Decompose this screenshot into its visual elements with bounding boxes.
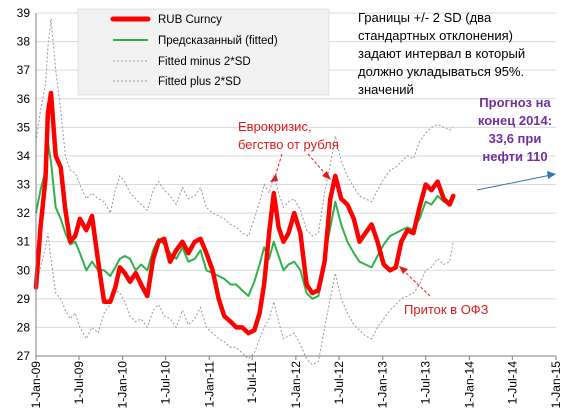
y-tick-label: 39 xyxy=(17,6,31,20)
x-tick-label: 1-Jan-12 xyxy=(289,361,303,409)
ofz-arrowhead xyxy=(399,266,408,274)
y-tick-label: 35 xyxy=(17,120,31,134)
band-note-line-3: задают интервал в который xyxy=(358,46,525,61)
y-tick-label: 36 xyxy=(17,92,31,106)
legend: RUB Curncy Предсказанный (fitted) Fitted… xyxy=(77,8,330,96)
x-tick-label: 1-Jan-13 xyxy=(376,361,390,409)
ofz-arrow xyxy=(402,269,431,297)
forecast-arrowhead xyxy=(547,171,556,179)
legend-label-fitted: Предсказанный (fitted) xyxy=(158,35,278,47)
series-line-fitted-plus-2-sd xyxy=(35,18,454,237)
legend-box xyxy=(77,8,330,96)
y-tick-label: 34 xyxy=(17,149,31,163)
y-tick-label: 28 xyxy=(17,320,31,334)
eurocrisis-line-2: бегство от рубля xyxy=(238,137,339,152)
y-tick-label: 31 xyxy=(17,235,31,249)
legend-label-minus: Fitted minus 2*SD xyxy=(158,56,251,68)
legend-label-plus: Fitted plus 2*SD xyxy=(158,76,241,88)
ofz-label: Приток в ОФЗ xyxy=(404,302,489,317)
x-tick-label: 1-Jul-09 xyxy=(72,361,86,405)
forecast-line-2: конец 2014: xyxy=(478,113,552,128)
ofz-annotation: Приток в ОФЗ xyxy=(399,266,489,317)
forecast-line-1: Прогноз на xyxy=(479,95,551,110)
series-layer xyxy=(33,18,456,366)
series-line-rub-curncy xyxy=(33,90,456,336)
band-note-line-5: значений xyxy=(358,82,414,97)
x-tick-label: 1-Jan-10 xyxy=(116,361,130,409)
x-tick-label: 1-Jul-12 xyxy=(332,361,346,405)
eurocrisis-arrow-right xyxy=(307,153,329,178)
legend-label-rub: RUB Curncy xyxy=(158,14,222,26)
eurocrisis-arrowhead-left xyxy=(270,174,278,182)
y-tick-label: 37 xyxy=(17,63,31,77)
y-tick-label: 38 xyxy=(17,35,31,49)
y-tick-label: 30 xyxy=(17,263,31,277)
x-tick-label: 1-Jul-11 xyxy=(245,361,259,404)
x-tick-label: 1-Jan-11 xyxy=(202,361,216,408)
y-tick-label: 27 xyxy=(17,349,31,363)
y-tick-label: 29 xyxy=(17,292,31,306)
band-note-line-4: должно укладываться 95%. xyxy=(358,64,524,79)
x-tick-label: 1-Jul-13 xyxy=(419,361,433,405)
band-note-line-2: стандартных отклонения) xyxy=(358,28,513,43)
eurocrisis-arrowhead-right xyxy=(322,171,331,180)
x-tick-label: 1-Jan-15 xyxy=(549,361,561,409)
x-tick-labels: 1-Jan-09 1-Jul-09 1-Jan-10 1-Jul-10 1-Jan-11… xyxy=(29,361,561,409)
y-tick-labels: 27 28 29 30 31 32 33 34 35 36 37 38 39 xyxy=(17,6,31,363)
band-note-line-1: Границы +/- 2 SD (два xyxy=(358,10,492,25)
x-tick-label: 1-Jan-09 xyxy=(29,361,43,409)
x-tick-label: 1-Jan-14 xyxy=(462,361,476,409)
eurocrisis-annotation: Еврокризис, бегство от рубля xyxy=(238,119,339,182)
axis-layer xyxy=(35,13,557,360)
forecast-annotation: Прогноз на конец 2014: 33,6 при нефти 11… xyxy=(476,95,556,191)
forecast-line-3: 33,6 при xyxy=(489,131,542,146)
forecast-line-4: нефти 110 xyxy=(482,149,547,164)
band-note: Границы +/- 2 SD (два стандартных отклон… xyxy=(358,10,525,97)
y-tick-label: 32 xyxy=(17,206,31,220)
eurocrisis-line-1: Еврокризис, xyxy=(238,119,312,134)
x-tick-label: 1-Jul-10 xyxy=(159,361,173,405)
y-tick-label: 33 xyxy=(17,178,31,192)
forecast-arrow xyxy=(476,174,552,191)
x-tick-label: 1-Jul-14 xyxy=(505,361,519,405)
